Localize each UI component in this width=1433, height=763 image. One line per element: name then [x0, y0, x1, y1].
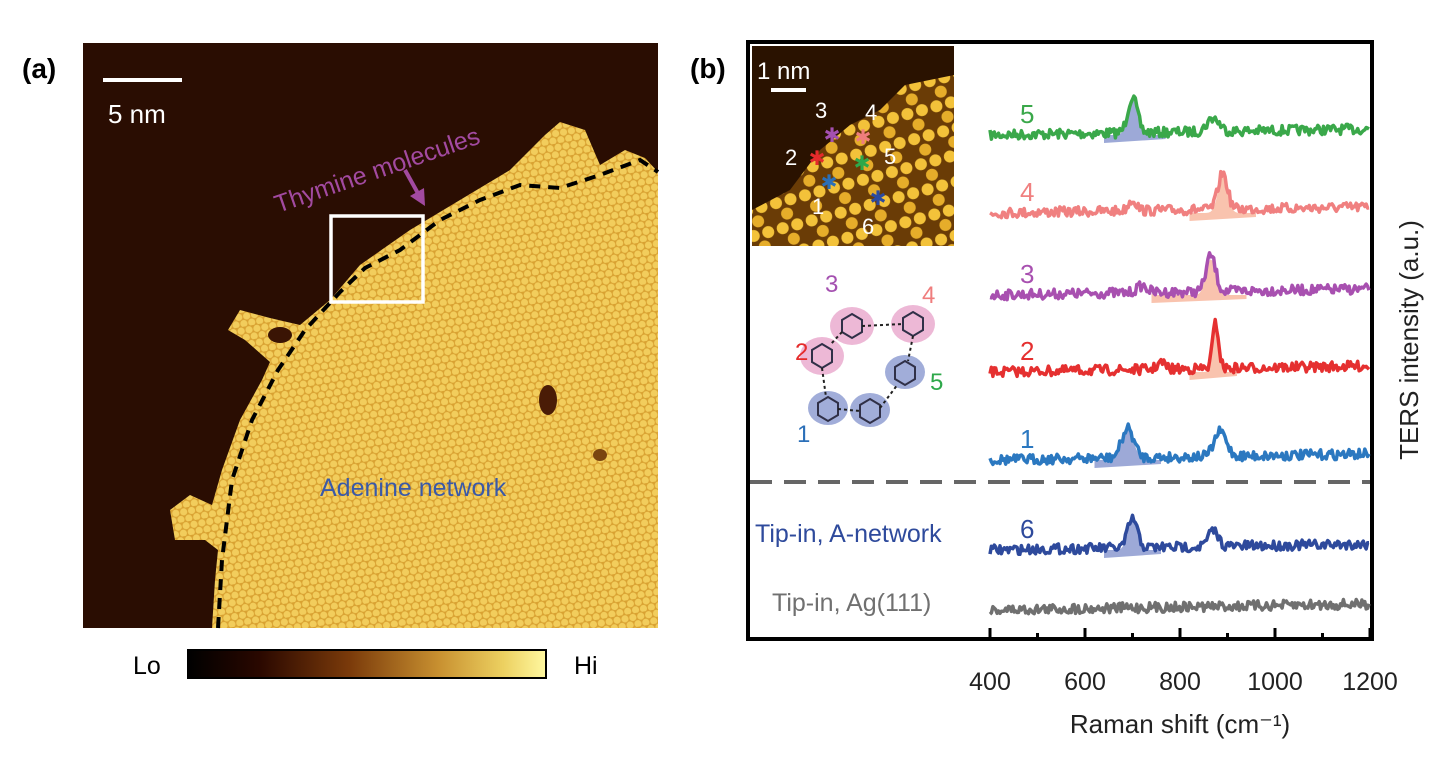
inset-point-label: 3 [815, 98, 827, 123]
spectrum-3: 3 [989, 251, 1371, 303]
spectrum-line [988, 513, 1370, 557]
spectra-chart: 5 4 3 2 1 6 [988, 94, 1371, 616]
inset-point-label: 4 [865, 100, 877, 125]
spectrum-ag111 [988, 597, 1371, 616]
scale-bar-label: 5 nm [108, 99, 166, 129]
spectrum-line [988, 94, 1370, 141]
panel-a-label: (a) [22, 53, 56, 84]
panel-b-frame [746, 40, 1374, 641]
x-tick-label: 1200 [1342, 668, 1398, 696]
inset-marker-icon: ✱ [821, 172, 838, 194]
stm-image: 5 nm Thymine molecules Adenine network [83, 43, 660, 629]
row-labels: Tip-in, A-network Tip-in, Ag(111) [755, 520, 942, 617]
colorbar-high-label: Hi [574, 652, 598, 680]
inset-point-label: 1 [812, 194, 824, 219]
row-label: Tip-in, A-network [755, 520, 942, 548]
inset-point-label: 6 [862, 214, 874, 239]
molecule-label: 5 [930, 369, 943, 396]
x-axis-label: Raman shift (cm⁻¹) [1070, 709, 1290, 739]
spectrum-label: 6 [1020, 514, 1034, 544]
panel-b-label: (b) [690, 53, 726, 84]
spectrum-line [988, 422, 1371, 467]
defect [268, 327, 292, 343]
adenine-annotation: Adenine network [320, 474, 507, 502]
boundary-line [216, 157, 660, 629]
defect [593, 449, 607, 461]
molecule-label: 1 [797, 421, 810, 448]
peak-fill [1104, 520, 1161, 558]
peak-fill [1104, 99, 1166, 143]
spectrum-line [988, 597, 1371, 616]
x-tick-label: 1000 [1247, 668, 1303, 696]
x-tick-label: 800 [1159, 668, 1201, 696]
arrowhead-icon [410, 188, 425, 206]
defect [539, 385, 557, 415]
spectrum-label: 3 [1020, 259, 1034, 289]
inset-marker-icon: ✱ [824, 125, 841, 147]
adenine-region [170, 122, 658, 628]
spectrum-4: 4 [989, 169, 1370, 221]
x-axis: 400 600 800 1000 1200 [969, 628, 1398, 696]
spectrum-label: 5 [1020, 99, 1034, 129]
spectrum-line [989, 251, 1371, 302]
inset-point-label: 5 [884, 144, 896, 169]
peak-fill [1094, 431, 1161, 468]
y-axis-label: TERS intensity (a.u.) [1394, 220, 1424, 460]
inset-marker-icon: ✱ [854, 153, 871, 175]
peak-fill [1189, 177, 1256, 221]
molecule-label: 2 [795, 339, 808, 366]
molecule-label: 4 [922, 282, 935, 309]
zoom-box [329, 214, 425, 304]
spectrum-label: 1 [1020, 424, 1034, 454]
x-tick-label: 600 [1064, 668, 1106, 696]
row-label: Tip-in, Ag(111) [772, 589, 931, 617]
inset-marker-icon: ✱ [855, 127, 872, 149]
peak-fill [1151, 259, 1247, 303]
inset-stm-image: 1 nm ✱3✱4✱2 ✱ 5✱1 ✱6 [752, 46, 954, 246]
inset-marker-icon: ✱ [809, 148, 826, 170]
inset-scale-label: 1 nm [757, 58, 810, 85]
colorbar-low-label: Lo [133, 652, 161, 680]
spectrum-5: 5 [988, 94, 1370, 143]
inset-marker-icon: ✱ [870, 188, 887, 210]
x-tick-label: 400 [969, 668, 1011, 696]
spectrum-label: 4 [1020, 177, 1034, 207]
spectrum-line [988, 317, 1371, 379]
peak-fill [1189, 327, 1237, 380]
inset-point-label: 2 [785, 145, 797, 170]
spectrum-label: 2 [1020, 336, 1034, 366]
spectrum-line [989, 169, 1370, 220]
molecule-label: 3 [825, 271, 838, 298]
colorbar: Lo Hi [133, 649, 598, 680]
molecule-diagram: 3 4 2 5 1 [795, 271, 943, 448]
spectrum-1: 1 [988, 422, 1371, 468]
spectrum-2: 2 [988, 317, 1371, 380]
spectrum-6: 6 [988, 513, 1370, 558]
